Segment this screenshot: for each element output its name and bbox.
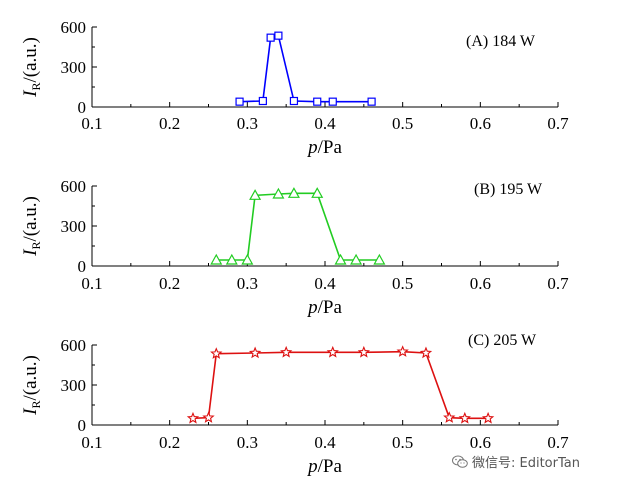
data-point <box>280 345 293 358</box>
x-tick-label: 0.2 <box>159 114 180 133</box>
data-point <box>210 347 223 359</box>
data-point <box>458 411 471 424</box>
x-tick-label: 0.6 <box>470 433 491 452</box>
series-line <box>192 350 489 420</box>
x-tick-label: 0.6 <box>470 114 491 133</box>
wechat-icon <box>452 455 468 468</box>
y-tick-label: 600 <box>61 177 87 196</box>
data-point <box>266 33 275 42</box>
data-point <box>235 97 244 106</box>
x-tick-label: 0.7 <box>547 433 569 452</box>
x-tick-label: 0.6 <box>470 274 491 293</box>
y-tick-label: 0 <box>78 98 87 117</box>
watermark: 微信号: EditorTan <box>452 452 580 471</box>
data-point <box>258 96 267 106</box>
x-tick-label: 0.4 <box>314 114 336 133</box>
x-tick-label: 0.4 <box>314 274 336 293</box>
data-point <box>313 97 322 106</box>
y-tick-label: 300 <box>61 376 87 395</box>
x-tick-label: 0.1 <box>81 433 102 452</box>
series-line <box>239 34 372 103</box>
data-point <box>419 346 433 359</box>
x-tick-label: 0.2 <box>159 274 180 293</box>
x-tick-label: 0.3 <box>237 433 258 452</box>
x-tick-label: 0.4 <box>314 433 336 452</box>
data-point <box>249 189 262 200</box>
y-tick-label: 0 <box>78 257 87 276</box>
chart-panel-1: 0.1 0.2 0.3 0.4 0.5 0.6 0.7 0 300 600 p/Pa IR/(a.u.… <box>20 18 569 158</box>
series-line <box>216 192 380 261</box>
x-tick-label: 0.5 <box>392 274 413 293</box>
chart-panel-3: 0.1 0.2 0.3 0.4 0.5 0.6 0.7 0 300 600 p/Pa IR/(a.u.… <box>20 332 569 477</box>
x-axis-label: p/Pa <box>306 297 342 318</box>
panel-label: (C) 205 W <box>468 332 537 349</box>
x-axis-label: p/Pa <box>306 456 342 477</box>
data-point <box>328 97 337 106</box>
data-point <box>326 345 339 358</box>
x-tick-label: 0.3 <box>237 114 258 133</box>
data-point <box>311 187 324 198</box>
x-tick-label: 0.5 <box>392 114 413 133</box>
x-tick-label: 0.2 <box>159 433 180 452</box>
data-point <box>241 253 254 265</box>
chart-panel-2: 0.1 0.2 0.3 0.4 0.5 0.6 0.7 0 300 600 p/Pa IR/(a.u.… <box>20 177 569 318</box>
data-point <box>373 253 386 265</box>
y-tick-label: 600 <box>61 336 87 355</box>
data-point <box>274 31 283 40</box>
data-point <box>443 411 456 423</box>
x-tick-label: 0.1 <box>81 274 102 293</box>
data-point <box>248 346 262 359</box>
panel-label: (A) 184 W <box>466 33 536 50</box>
data-point <box>210 253 223 265</box>
data-point <box>357 345 370 358</box>
x-tick-label: 0.3 <box>237 274 258 293</box>
y-tick-label: 300 <box>61 217 87 236</box>
y-axis-label: IR/(a.u.) <box>20 355 43 416</box>
y-tick-label: 300 <box>61 58 87 77</box>
y-tick-label: 600 <box>61 18 87 37</box>
y-tick-label: 0 <box>78 416 87 435</box>
panel-label: (B) 195 W <box>474 181 543 198</box>
y-axis-label: IR/(a.u.) <box>20 196 43 257</box>
x-tick-label: 0.1 <box>81 114 102 133</box>
x-tick-label: 0.7 <box>547 274 569 293</box>
data-point <box>186 411 200 424</box>
data-point <box>272 187 285 199</box>
x-tick-label: 0.7 <box>547 114 569 133</box>
data-point <box>202 411 215 423</box>
data-point <box>287 187 300 198</box>
data-point <box>367 97 376 106</box>
x-axis-label: p/Pa <box>306 137 342 158</box>
watermark-text: 微信号: EditorTan <box>472 456 580 471</box>
data-point <box>225 253 238 265</box>
x-tick-label: 0.5 <box>392 433 413 452</box>
data-point <box>396 345 409 357</box>
y-axis-label: IR/(a.u.) <box>20 37 43 98</box>
data-point <box>334 253 347 265</box>
data-point <box>350 253 363 265</box>
data-point <box>289 96 299 106</box>
data-point <box>481 411 495 424</box>
